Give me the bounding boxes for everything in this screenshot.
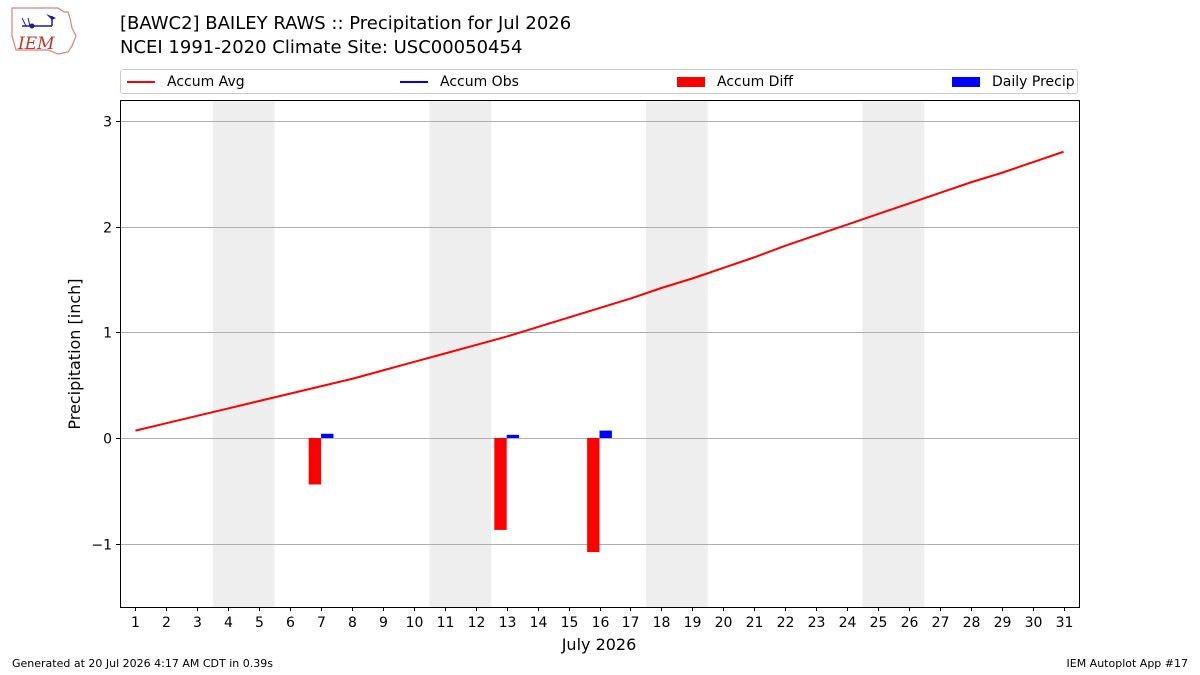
weekend-span-1 (429, 100, 492, 607)
ytick-label-4: 3 (103, 115, 112, 131)
series-lines (135, 150, 1064, 432)
legend-swatch-accum-diff (677, 77, 705, 87)
svg-text:IEM: IEM (17, 34, 55, 54)
xtick-label-21: 21 (746, 615, 764, 631)
xtick-label-10: 10 (406, 615, 424, 631)
xtick-label-31: 31 (1056, 615, 1074, 631)
chart-title-line2: NCEI 1991-2020 Climate Site: USC00050454 (120, 37, 523, 58)
legend-item-daily-precip: Daily Precip (952, 73, 1075, 91)
chart-title: [BAWC2] BAILEY RAWS :: Precipitation for… (120, 12, 571, 60)
legend-label-accum-diff: Accum Diff (717, 74, 794, 90)
weekend-span-0 (212, 100, 275, 607)
bar-accum-diff-7 (308, 438, 322, 485)
xtick-label-15: 15 (561, 615, 579, 631)
iem-logo-graphic: IEM (11, 7, 77, 55)
bar-accum-diff-13 (494, 438, 507, 530)
xtick-label-29: 29 (994, 615, 1012, 631)
xtick-label-25: 25 (870, 615, 888, 631)
xtick-label-1: 1 (131, 615, 140, 631)
weekend-span-2 (645, 100, 708, 607)
line-accum-avg (135, 150, 1064, 432)
xtick-label-22: 22 (777, 615, 795, 631)
weekend-span-3 (862, 100, 925, 607)
xtick-label-12: 12 (468, 615, 486, 631)
xtick-label-20: 20 (715, 615, 733, 631)
ytick-label-3: 2 (103, 221, 112, 237)
xtick-label-14: 14 (530, 615, 548, 631)
xtick-label-18: 18 (653, 615, 671, 631)
ytick-label-2: 1 (103, 326, 112, 342)
x-axis-label: July 2026 (561, 635, 637, 654)
legend-label-daily-precip: Daily Precip (992, 74, 1075, 90)
xtick-label-8: 8 (348, 615, 357, 631)
y-axis-label: Precipitation [inch] (65, 278, 84, 429)
legend-swatch-accum-avg (127, 81, 155, 83)
xtick-label-11: 11 (437, 615, 455, 631)
xtick-label-16: 16 (592, 615, 610, 631)
iem-logo: IEM (8, 6, 80, 58)
xtick-label-28: 28 (963, 615, 981, 631)
bar-daily-precip-7 (321, 433, 334, 438)
xtick-label-26: 26 (901, 615, 919, 631)
legend-swatch-daily-precip (952, 77, 980, 87)
chart-title-line1: [BAWC2] BAILEY RAWS :: Precipitation for… (120, 13, 572, 34)
footer-generated: Generated at 20 Jul 2026 4:17 AM CDT in … (12, 657, 273, 670)
xtick-label-24: 24 (839, 615, 857, 631)
legend-item-accum-diff: Accum Diff (677, 73, 793, 91)
bar-daily-precip-16 (599, 430, 612, 438)
xtick-label-23: 23 (808, 615, 826, 631)
xtick-label-6: 6 (286, 615, 295, 631)
xtick-label-13: 13 (499, 615, 517, 631)
ytick-label-0: −1 (91, 538, 112, 554)
xtick-label-17: 17 (622, 615, 640, 631)
xtick-label-30: 30 (1025, 615, 1043, 631)
xtick-label-9: 9 (379, 615, 388, 631)
ytick-label-1: 0 (103, 432, 112, 448)
xtick-label-27: 27 (932, 615, 950, 631)
xtick-label-3: 3 (193, 615, 202, 631)
legend-item-accum-avg: Accum Avg (127, 73, 245, 91)
bar-accum-diff-16 (587, 438, 600, 553)
legend: Accum Avg Accum Obs Accum Diff Daily Pre… (120, 69, 1078, 94)
legend-item-accum-obs: Accum Obs (400, 73, 519, 91)
xtick-label-19: 19 (684, 615, 702, 631)
legend-label-accum-obs: Accum Obs (440, 74, 519, 90)
x-axis-ticks: 1 2 3 4 5 6 7 8 9 10 11 12 13 14 15 16 17 18 19 20 21 22 23 24 2… (131, 607, 1073, 631)
xtick-label-7: 7 (317, 615, 326, 631)
xtick-label-4: 4 (224, 615, 233, 631)
legend-swatch-accum-obs (400, 81, 428, 83)
footer-app: IEM Autoplot App #17 (1066, 657, 1189, 670)
y-axis-ticks: −1 0 1 2 3 (91, 115, 120, 554)
xtick-label-2: 2 (162, 615, 171, 631)
bar-daily-precip-13 (506, 434, 520, 438)
legend-label-accum-avg: Accum Avg (167, 74, 245, 90)
weekend-shading (212, 100, 925, 607)
bars (308, 430, 612, 553)
xtick-label-5: 5 (255, 615, 264, 631)
